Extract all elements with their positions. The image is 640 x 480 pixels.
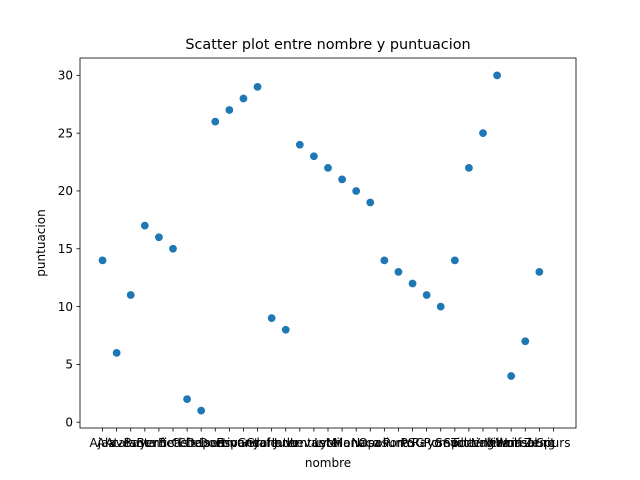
y-tick-label: 10 bbox=[58, 300, 73, 314]
x-tick-label: Wolfsburg bbox=[495, 436, 555, 450]
x-tick-label: Deportivo bbox=[186, 436, 245, 450]
data-point bbox=[155, 233, 163, 242]
x-tick-label: Juventus bbox=[273, 436, 326, 450]
x-tick-label: Benfica bbox=[137, 436, 182, 450]
x-tick-label: Villarreal bbox=[485, 436, 538, 450]
x-tick-label: Betis bbox=[158, 436, 188, 450]
data-point bbox=[140, 221, 149, 230]
data-point bbox=[493, 71, 501, 80]
y-tick-label: 20 bbox=[58, 184, 73, 198]
data-point bbox=[310, 152, 318, 161]
x-tick-label: Porto bbox=[383, 436, 414, 450]
data-point bbox=[380, 256, 389, 265]
data-point bbox=[422, 291, 431, 299]
x-tick-label: Dortmund bbox=[199, 436, 260, 450]
data-point bbox=[394, 268, 403, 276]
data-point bbox=[295, 140, 304, 149]
data-point bbox=[535, 268, 544, 276]
x-tick-label: Zenit bbox=[524, 436, 556, 450]
x-tick-label: Atalanta bbox=[106, 436, 156, 450]
data-point bbox=[521, 337, 530, 346]
x-tick-label: Inter bbox=[272, 436, 300, 450]
x-tick-label: Lyon bbox=[314, 436, 342, 450]
x-tick-label: Celta bbox=[172, 436, 203, 450]
x-tick-label: Bayern bbox=[124, 436, 166, 450]
data-point bbox=[183, 395, 191, 403]
x-tick-label: Spurs bbox=[536, 436, 570, 450]
x-tick-label: Sporting bbox=[444, 436, 495, 450]
x-tick-label: Osasuna bbox=[358, 436, 410, 450]
data-point bbox=[267, 314, 276, 323]
data-point bbox=[450, 256, 459, 265]
x-tick-label: Getafe bbox=[237, 436, 277, 450]
data-point bbox=[239, 94, 248, 103]
y-tick-label: 25 bbox=[58, 126, 73, 140]
data-point bbox=[225, 106, 234, 114]
data-point bbox=[126, 291, 135, 299]
data-point bbox=[436, 302, 445, 311]
data-point bbox=[479, 129, 487, 138]
x-tick-label: Valencia bbox=[472, 436, 522, 450]
y-tick-label: 0 bbox=[65, 415, 73, 429]
data-point bbox=[98, 256, 107, 265]
data-point bbox=[408, 279, 417, 288]
x-tick-label: Napoli bbox=[351, 436, 389, 450]
x-tick-label: PSG bbox=[400, 436, 424, 450]
data-point bbox=[281, 325, 290, 334]
data-point bbox=[253, 83, 262, 91]
data-point bbox=[507, 372, 516, 380]
data-point bbox=[169, 244, 177, 253]
y-tick-label: 15 bbox=[58, 242, 73, 256]
x-tick-label: Granada bbox=[246, 436, 298, 450]
x-tick-label: Levante bbox=[290, 436, 338, 450]
data-point bbox=[338, 175, 346, 184]
data-point bbox=[324, 163, 332, 172]
x-tick-label: Sevilla bbox=[435, 436, 474, 450]
data-point bbox=[366, 198, 375, 207]
x-tick-label: Espanyol bbox=[216, 436, 270, 450]
x-axis-label: nombre bbox=[305, 456, 351, 470]
data-point bbox=[197, 406, 206, 415]
y-tick-label: 5 bbox=[65, 358, 73, 372]
x-tick-label: Tottenham bbox=[450, 436, 515, 450]
plot-area: 0 5 10 15 20 25 30 AjaxAlavesAtalantaBayernBenf… bbox=[58, 69, 571, 450]
y-axis-label: puntuacion bbox=[34, 209, 48, 276]
data-point bbox=[465, 163, 473, 172]
data-point bbox=[211, 117, 220, 126]
x-tick-label: Roma bbox=[424, 436, 458, 450]
x-tick-label: Rayo bbox=[412, 436, 442, 450]
axes-frame bbox=[79, 57, 577, 429]
chart-title: Scatter plot entre nombre y puntuacion bbox=[185, 37, 470, 53]
data-point bbox=[352, 187, 361, 195]
x-tick-label: Monaco bbox=[333, 436, 380, 450]
x-tick-label: Ajax bbox=[90, 436, 116, 450]
x-tick-label: Alaves bbox=[97, 436, 137, 450]
x-tick-label: Chelsea bbox=[177, 436, 225, 450]
data-point bbox=[112, 348, 121, 357]
x-tick-label: Milan bbox=[326, 436, 358, 450]
y-tick-label: 30 bbox=[58, 69, 73, 83]
